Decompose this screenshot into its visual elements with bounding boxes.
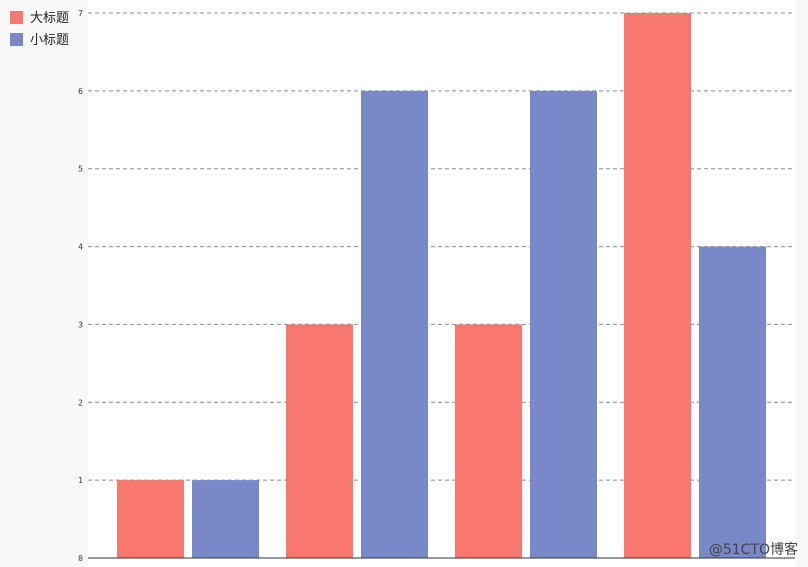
bar-series-1-group-1[interactable]	[117, 480, 184, 558]
watermark: @51CTO博客	[709, 541, 798, 558]
y-tick-label-5: 5	[78, 165, 83, 174]
y-tick-label-0: 0	[78, 554, 83, 563]
bar-series-2-group-4[interactable]	[699, 246, 766, 559]
legend-label-large-title: 大标题	[30, 11, 69, 26]
y-tick-label-3: 3	[78, 320, 83, 329]
y-tick-label-7: 7	[78, 9, 83, 18]
y-tick-label-6: 6	[78, 87, 83, 96]
bar-series-2-group-3[interactable]	[530, 90, 597, 558]
y-tick-label-2: 2	[78, 398, 83, 407]
bar-series-2-group-1[interactable]	[192, 480, 259, 558]
y-tick-label-1: 1	[78, 476, 83, 485]
legend: 大标题 小标题	[10, 11, 69, 48]
bar-series-1-group-3[interactable]	[455, 324, 522, 558]
bar-series-1-group-4[interactable]	[624, 13, 691, 558]
bar-series-2-group-2[interactable]	[361, 90, 428, 558]
legend-swatch-large-title	[10, 11, 23, 24]
legend-item-large-title[interactable]: 大标题	[10, 11, 69, 26]
y-tick-label-4: 4	[78, 243, 83, 252]
legend-item-small-title[interactable]: 小标题	[10, 33, 69, 48]
bars	[117, 13, 766, 559]
legend-label-small-title: 小标题	[30, 33, 69, 48]
bar-series-1-group-2[interactable]	[286, 324, 353, 558]
y-axis-ticks: 0 1 2 3 4 5 6 7	[78, 9, 83, 563]
legend-swatch-small-title	[10, 33, 23, 46]
